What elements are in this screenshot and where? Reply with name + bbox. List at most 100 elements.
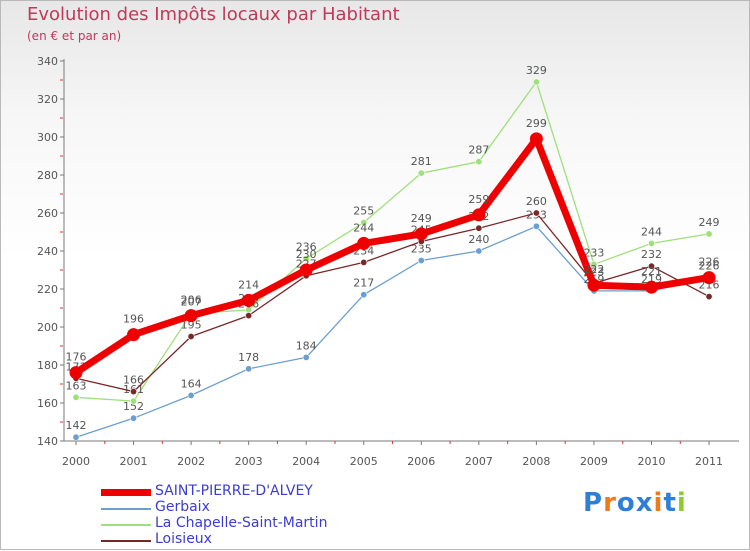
y-tick-label: 220 — [37, 283, 58, 296]
data-label: 207 — [181, 296, 202, 309]
data-point — [245, 365, 253, 373]
data-point — [705, 293, 713, 301]
y-tick-label: 280 — [37, 169, 58, 182]
data-point — [360, 219, 368, 227]
data-point — [72, 393, 80, 401]
x-tick-label: 2003 — [235, 455, 263, 468]
data-label: 142 — [66, 419, 87, 432]
x-tick-label: 2002 — [177, 455, 205, 468]
logo-letter: t — [663, 488, 677, 518]
data-label: 287 — [468, 144, 489, 157]
data-point — [360, 258, 368, 266]
x-tick-label: 2008 — [522, 455, 550, 468]
x-tick-label: 2001 — [120, 455, 148, 468]
logo-letter: i — [676, 488, 687, 518]
legend-label: SAINT-PIERRE-D'ALVEY — [155, 483, 313, 499]
data-point — [302, 255, 310, 263]
data-point — [72, 433, 80, 441]
y-tick-label: 340 — [37, 55, 58, 68]
series-line-saint-pierre-d-alvey — [72, 135, 713, 377]
data-label: 221 — [641, 265, 662, 278]
legend-swatch — [101, 524, 151, 526]
series-line-la-chapelle-saint-martin — [75, 81, 710, 402]
data-label: 164 — [181, 377, 202, 390]
x-tick-label: 2010 — [638, 455, 666, 468]
data-point — [587, 278, 601, 292]
x-tick-label: 2004 — [292, 455, 320, 468]
chart-subtitle: (en € et par an) — [27, 29, 122, 43]
series-line-loisieux — [75, 212, 710, 393]
data-point — [475, 158, 483, 166]
y-tick-label: 180 — [37, 359, 58, 372]
legend-label: Gerbaix — [155, 499, 210, 515]
data-label: 219 — [641, 273, 662, 286]
data-label: 226 — [699, 260, 720, 273]
data-label: 176 — [66, 351, 87, 364]
data-label: 195 — [181, 319, 202, 332]
data-point — [360, 291, 368, 299]
data-label: 178 — [238, 351, 259, 364]
logo-letter: o — [616, 488, 636, 518]
data-point — [417, 256, 425, 264]
proxiti-logo: Proxiti — [583, 488, 687, 518]
data-point — [69, 366, 83, 380]
data-point — [532, 78, 540, 86]
data-point — [127, 328, 141, 342]
data-label: 259 — [468, 193, 489, 206]
data-point — [187, 332, 195, 340]
data-label: 196 — [123, 313, 144, 326]
data-point — [242, 293, 256, 307]
data-point — [532, 209, 540, 217]
data-point — [532, 222, 540, 230]
data-point — [417, 169, 425, 177]
data-label: 184 — [296, 339, 317, 352]
data-point — [184, 309, 198, 323]
data-point — [187, 391, 195, 399]
data-label: 206 — [181, 294, 202, 307]
data-label: 260 — [526, 195, 547, 208]
y-tick-label: 240 — [37, 245, 58, 258]
series-line-gerbaix — [75, 225, 710, 438]
data-label: 226 — [699, 256, 720, 269]
data-point — [702, 271, 716, 285]
data-label: 244 — [641, 225, 662, 238]
x-tick-label: 2011 — [695, 455, 723, 468]
data-label: 249 — [411, 212, 432, 225]
data-point — [472, 208, 486, 222]
data-label: 217 — [353, 277, 374, 290]
x-tick-label: 2005 — [350, 455, 378, 468]
legend-swatch — [101, 508, 151, 510]
data-point — [475, 224, 483, 232]
data-label: 235 — [411, 243, 432, 256]
data-label: 329 — [526, 64, 547, 77]
data-point — [130, 388, 138, 396]
data-point — [414, 227, 428, 241]
data-label: 163 — [66, 379, 87, 392]
data-label: 240 — [468, 233, 489, 246]
legend-swatch — [101, 489, 151, 496]
logo-letter: i — [653, 488, 664, 518]
logo-letter: x — [635, 488, 654, 518]
legend-swatch — [101, 540, 151, 542]
data-point — [357, 236, 371, 250]
data-point — [590, 260, 598, 268]
data-point — [475, 247, 483, 255]
y-tick-label: 140 — [37, 435, 58, 448]
x-tick-label: 2007 — [465, 455, 493, 468]
y-tick-label: 160 — [37, 397, 58, 410]
data-point — [645, 280, 658, 294]
y-tick-label: 200 — [37, 321, 58, 334]
y-tick-label: 320 — [37, 93, 58, 106]
data-label: 152 — [123, 400, 144, 413]
data-label: 166 — [123, 374, 144, 387]
data-label: 236 — [296, 241, 317, 254]
data-label: 244 — [353, 221, 374, 234]
legend-label: Loisieux — [155, 531, 212, 547]
x-tick-label: 2009 — [580, 455, 608, 468]
data-label: 214 — [238, 278, 259, 291]
x-tick-label: 2000 — [62, 455, 90, 468]
data-label: 249 — [699, 216, 720, 229]
data-label: 255 — [353, 205, 374, 218]
data-label: 230 — [296, 248, 317, 261]
